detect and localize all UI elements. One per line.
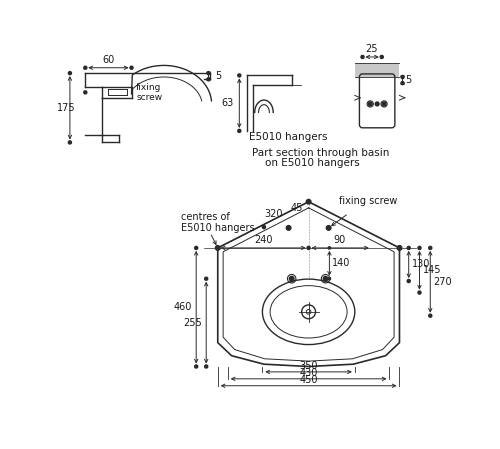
- Circle shape: [326, 225, 331, 230]
- Text: 255: 255: [183, 317, 202, 328]
- Circle shape: [84, 91, 87, 94]
- Circle shape: [216, 247, 220, 250]
- Circle shape: [418, 291, 421, 294]
- Text: 45: 45: [290, 203, 302, 213]
- Circle shape: [428, 247, 432, 250]
- Text: 450: 450: [300, 374, 318, 385]
- Text: fixing
screw: fixing screw: [136, 83, 162, 102]
- Circle shape: [290, 277, 294, 281]
- Text: 460: 460: [173, 302, 192, 312]
- Circle shape: [407, 279, 410, 282]
- Text: 5: 5: [406, 75, 412, 85]
- Circle shape: [68, 71, 71, 75]
- Bar: [355, 63, 400, 77]
- Circle shape: [194, 247, 198, 250]
- Circle shape: [401, 82, 404, 85]
- Circle shape: [262, 225, 266, 229]
- Text: 140: 140: [332, 258, 350, 269]
- Text: 25: 25: [366, 44, 378, 53]
- Text: 240: 240: [254, 234, 273, 245]
- Circle shape: [328, 277, 330, 280]
- Text: Part section through basin: Part section through basin: [252, 148, 390, 158]
- Circle shape: [418, 247, 421, 250]
- Circle shape: [194, 365, 198, 368]
- Text: 175: 175: [56, 103, 76, 113]
- Text: 130: 130: [412, 260, 430, 269]
- Text: 145: 145: [422, 265, 441, 275]
- Circle shape: [380, 55, 384, 58]
- Circle shape: [323, 277, 328, 281]
- Text: on E5010 hangers: on E5010 hangers: [266, 158, 360, 167]
- Text: fixing screw: fixing screw: [340, 196, 398, 206]
- Circle shape: [238, 74, 241, 77]
- Circle shape: [428, 314, 432, 317]
- Circle shape: [375, 102, 379, 106]
- Text: 63: 63: [222, 98, 234, 108]
- Circle shape: [68, 141, 71, 144]
- Circle shape: [204, 277, 208, 280]
- Circle shape: [307, 247, 310, 250]
- Circle shape: [407, 247, 410, 250]
- Circle shape: [130, 66, 133, 69]
- Circle shape: [204, 365, 208, 368]
- Circle shape: [84, 66, 87, 69]
- Text: 350: 350: [300, 361, 318, 371]
- Circle shape: [306, 199, 311, 204]
- Circle shape: [398, 247, 401, 250]
- Circle shape: [207, 71, 210, 75]
- Text: 5: 5: [216, 71, 222, 81]
- Text: 90: 90: [334, 234, 345, 245]
- Text: 270: 270: [434, 277, 452, 287]
- Text: 430: 430: [300, 368, 318, 378]
- Text: 320: 320: [264, 209, 282, 219]
- Circle shape: [368, 102, 372, 106]
- Circle shape: [401, 75, 404, 79]
- Text: 60: 60: [102, 55, 115, 65]
- Circle shape: [207, 78, 210, 81]
- Circle shape: [238, 129, 241, 132]
- Circle shape: [361, 55, 364, 58]
- Circle shape: [328, 247, 330, 249]
- Circle shape: [382, 102, 386, 106]
- Circle shape: [216, 246, 220, 250]
- Text: centres of
E5010 hangers: centres of E5010 hangers: [181, 212, 254, 233]
- Text: E5010 hangers: E5010 hangers: [248, 132, 327, 142]
- Circle shape: [397, 246, 402, 250]
- Circle shape: [286, 225, 291, 230]
